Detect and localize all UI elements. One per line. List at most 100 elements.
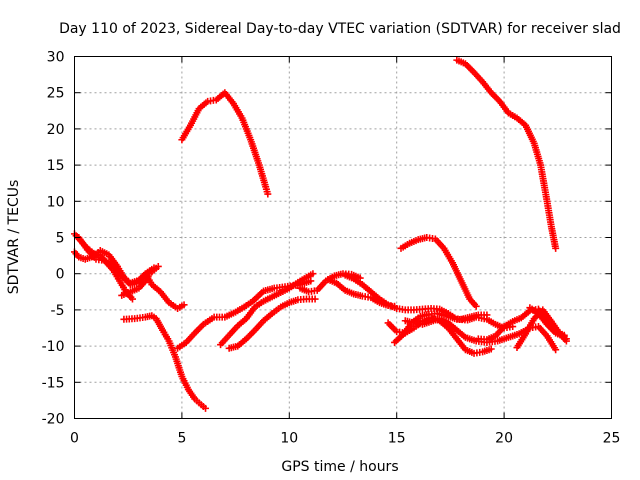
data-point-trail (244, 305, 257, 321)
data-point-trail (536, 324, 549, 338)
data-point-trail (333, 270, 345, 279)
y-axis-label: SDTVAR / TECUs (6, 180, 22, 295)
data-point (311, 295, 319, 303)
data-point-trail (489, 90, 502, 104)
data-point-trail (421, 305, 432, 313)
data-point-trail (207, 96, 217, 105)
data-point-trail (111, 263, 124, 278)
data-point-trail (144, 312, 154, 321)
series-arc-16 (397, 234, 480, 310)
data-point-trail (515, 115, 528, 128)
data-points (71, 56, 570, 412)
data-point-trail (477, 311, 488, 319)
data-point-trail (222, 91, 236, 106)
data-point (562, 335, 570, 343)
data-point-trail (450, 261, 464, 283)
chart-title: Day 110 of 2023, Sidereal Day-to-day VTE… (59, 21, 621, 37)
data-point-trail (352, 291, 364, 300)
data-point-trail (386, 302, 399, 312)
series-arc-5 (120, 312, 210, 412)
y-tick-label: 0 (56, 267, 65, 283)
data-point (487, 345, 495, 353)
data-point-trail (554, 330, 566, 340)
data-point-trail (184, 331, 197, 345)
data-point-trail (463, 61, 476, 75)
data-point-trail (543, 200, 555, 228)
data-point-trail (262, 185, 271, 196)
data-point-trail (485, 333, 497, 343)
data-point-trail (298, 285, 310, 295)
series-arc-9 (225, 295, 319, 352)
data-point-trail (143, 272, 152, 283)
data-point-trail (485, 317, 497, 327)
data-point-trail (103, 258, 115, 268)
data-point-trail (528, 305, 540, 316)
data-point-trail (446, 320, 459, 333)
data-point-trail (507, 110, 519, 121)
data-point-trail (360, 282, 373, 294)
data-point-trail (480, 80, 494, 95)
data-point (309, 270, 317, 278)
data-point-trail (110, 268, 122, 283)
data-point-trail (223, 309, 237, 320)
data-point-trail (392, 332, 405, 345)
data-point-trail (273, 283, 286, 292)
data-point-trail (186, 387, 197, 401)
data-point-trail (523, 317, 537, 336)
data-point-trail (399, 241, 411, 251)
data-point-trail (438, 316, 450, 326)
series-arc-8 (217, 270, 317, 349)
y-tick-label: 30 (47, 50, 65, 66)
y-tick-label: 10 (47, 194, 65, 210)
y-tick-label: 15 (47, 158, 65, 174)
data-point-trail (227, 324, 240, 337)
data-point-trail (179, 123, 193, 142)
data-point-trail (418, 311, 431, 320)
data-point-trail (77, 254, 87, 262)
data-point-trail (287, 280, 300, 291)
data-point-trail (72, 250, 81, 259)
x-axis-label: GPS time / hours (281, 459, 398, 475)
data-point-trail (436, 310, 448, 319)
data-point-trail (256, 163, 269, 189)
data-point-trail (231, 102, 245, 120)
y-tick-label: -10 (42, 339, 65, 355)
data-point-trail (261, 311, 274, 323)
data-point-trail (179, 375, 191, 391)
series-arc-6 (178, 89, 272, 198)
data-point-trail (361, 293, 372, 301)
data-point (483, 311, 491, 319)
data-point-trail (454, 337, 468, 352)
x-tick-label: 0 (70, 431, 79, 447)
data-point-trail (296, 275, 308, 285)
data-point (552, 346, 560, 354)
data-point (552, 244, 560, 252)
data-point (154, 262, 162, 270)
data-point-trail (416, 234, 429, 243)
data-point-trail (119, 274, 133, 287)
data-point-trail (120, 289, 132, 299)
data-point-trail (537, 163, 551, 203)
data-point-trail (188, 107, 202, 127)
data-point-trail (343, 287, 356, 297)
series-arc-17 (453, 56, 560, 252)
data-point-trail (160, 328, 172, 343)
x-tick-label: 20 (495, 431, 513, 447)
data-point-trail (441, 246, 455, 265)
series-arc-14 (391, 310, 491, 346)
data-point-trail (253, 299, 265, 310)
data-point-trail (136, 270, 150, 285)
data-point-trail (176, 340, 188, 351)
data-point-trail (166, 339, 179, 359)
data-point-trail (270, 290, 283, 300)
data-point-trail (369, 289, 382, 302)
data-point-trail (172, 355, 185, 378)
data-point (307, 277, 315, 285)
data-point-trail (279, 300, 291, 310)
data-point-trail (481, 346, 493, 355)
data-point-trail (247, 138, 263, 167)
data-point-trail (472, 70, 485, 84)
data-point-trail (83, 253, 96, 262)
y-tick-label: 5 (56, 231, 65, 247)
data-point-trail (519, 308, 532, 320)
